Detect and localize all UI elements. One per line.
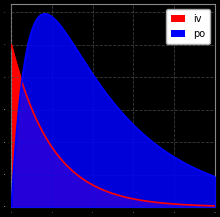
Legend: iv, po: iv, po — [166, 9, 210, 44]
